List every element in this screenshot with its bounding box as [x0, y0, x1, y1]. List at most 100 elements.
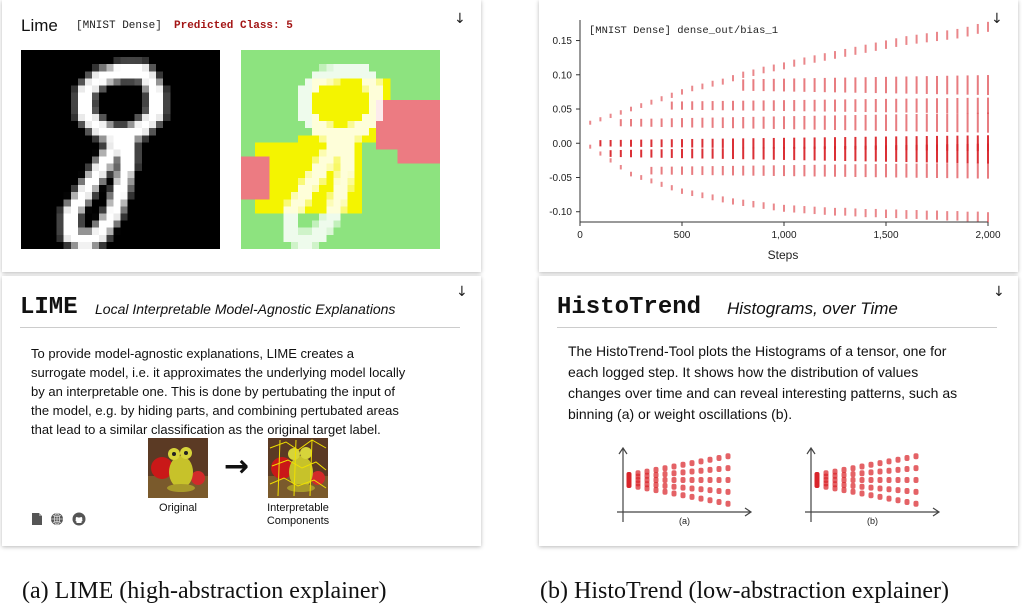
histogram-bin-mark [681, 148, 683, 159]
lime-subheading: Local Interpretable Model-Agnostic Expla… [95, 301, 396, 317]
histogram-bin-mark [885, 145, 887, 162]
histogram-bin-mark [803, 206, 806, 214]
histogram-bin-mark [946, 163, 949, 179]
histogram-bin-mark [823, 115, 826, 130]
histogram-bin-mark [895, 209, 898, 219]
histogram-bin-mark [946, 98, 949, 114]
diagram-bin-mark [823, 483, 829, 490]
histogram-bin-mark [895, 136, 898, 151]
histogram-bin-mark [966, 113, 969, 133]
x-axis-label: Steps [768, 248, 799, 262]
histogram-bin-mark [660, 166, 663, 175]
histogram-bin-mark [854, 145, 857, 162]
histogram-bin-mark [813, 206, 816, 215]
diagram-bin-mark [725, 465, 731, 472]
diagram-bin-mark [859, 483, 865, 490]
histogram-bin-mark [701, 83, 704, 90]
histogram-bin-mark [946, 30, 949, 40]
histogram-bin-mark [650, 99, 653, 105]
histogram-bin-mark [783, 165, 785, 177]
globe-icon[interactable] [50, 512, 64, 526]
histogram-bin-mark [660, 118, 663, 127]
histogram-bin-mark [936, 210, 938, 220]
diagram-bin-mark [868, 492, 874, 499]
histogram-bin-mark [752, 79, 755, 91]
diagram-bin-mark [895, 497, 901, 504]
github-icon[interactable] [72, 512, 86, 526]
document-icon[interactable] [30, 512, 44, 526]
histogram-bin-mark [721, 117, 724, 129]
histogram-bin-mark [660, 96, 663, 102]
histogram-bin-mark [834, 164, 836, 177]
histogram-bin-mark [885, 163, 887, 178]
histogram-bin-mark [660, 139, 663, 148]
y-tick-label: -0.10 [549, 207, 572, 218]
histogram-bin-mark [793, 137, 796, 149]
download-arrow-icon[interactable]: ↓ [991, 11, 1003, 27]
histogram-bin-mark [619, 149, 622, 158]
histogram-bin-mark [803, 99, 806, 112]
histogram-bin-mark [895, 38, 898, 47]
histogram-bin-mark [691, 190, 694, 197]
histogram-bin-mark [834, 99, 836, 112]
diagram-bin-mark [877, 493, 883, 500]
histogram-bin-mark [915, 98, 918, 113]
histogram-bin-mark [844, 207, 847, 216]
diagram-bin-mark [716, 488, 722, 494]
histogram-bin-mark [915, 113, 918, 132]
diagram-bin-mark [850, 488, 856, 495]
diagram-bin-mark [725, 453, 731, 460]
histogram-bin-mark [844, 146, 847, 162]
histogram-bin-mark [742, 100, 745, 111]
histogram-bin-mark [854, 115, 857, 131]
diagram-bin-mark [716, 499, 722, 505]
histogram-bin-mark [834, 115, 836, 131]
diagram-bin-mark [886, 495, 892, 502]
histogram-bin-mark [925, 144, 928, 163]
download-arrow-icon[interactable]: ↓ [993, 284, 1005, 300]
histogram-bin-mark [681, 139, 683, 148]
diagram-bin-mark [904, 477, 910, 483]
histogram-bin-mark [609, 139, 612, 147]
histogram-bin-mark [650, 118, 653, 127]
histogram-bin-mark [742, 165, 745, 176]
diagram-bin-mark [868, 469, 874, 476]
histogram-bin-mark [742, 199, 745, 206]
histogram-bin-mark [854, 77, 857, 93]
histogram-bin-mark [721, 138, 724, 148]
histogram-bin-mark [711, 166, 714, 176]
histogram-bin-mark [650, 139, 653, 148]
histogram-bin-mark [670, 118, 673, 128]
diagram-bin-mark [886, 477, 892, 483]
histogram-bin-mark [609, 113, 612, 119]
histogram-bin-mark [630, 106, 632, 112]
histogram-bin-mark [966, 211, 969, 222]
histogram-bin-mark [813, 146, 816, 161]
histogram-bin-mark [793, 165, 796, 177]
histogram-bin-mark [905, 36, 908, 45]
histogram-bin-mark [681, 118, 683, 128]
chart-title: [MNIST Dense] dense_out/bias_1 [589, 25, 778, 37]
download-arrow-icon[interactable]: ↓ [456, 284, 468, 300]
histogram-bin-mark [905, 136, 908, 151]
histogram-bin-mark [987, 75, 989, 96]
frog-components-image [268, 438, 328, 498]
diagram-bin-mark [707, 456, 713, 463]
lime-heading: LIME [20, 294, 78, 321]
diagram-bin-mark [850, 465, 856, 472]
diagram-bin-mark [662, 488, 668, 495]
histogram-bin-mark [732, 100, 734, 111]
histogram-bin-mark [966, 26, 969, 37]
histogram-bin-mark [793, 59, 796, 67]
histogram-bin-mark [925, 210, 928, 220]
divider [20, 327, 460, 328]
download-arrow-icon[interactable]: ↓ [454, 11, 466, 27]
histogram-bin-mark [630, 118, 632, 127]
histogram-bin-mark [681, 166, 683, 175]
histogram-bin-mark [772, 147, 775, 160]
predicted-class: Predicted Class: 5 [174, 20, 293, 32]
diagram-bin-mark [814, 482, 820, 488]
diagram-bin-mark [653, 487, 659, 494]
histogram-bin-mark [793, 78, 796, 92]
histogram-bin-mark [966, 162, 969, 179]
